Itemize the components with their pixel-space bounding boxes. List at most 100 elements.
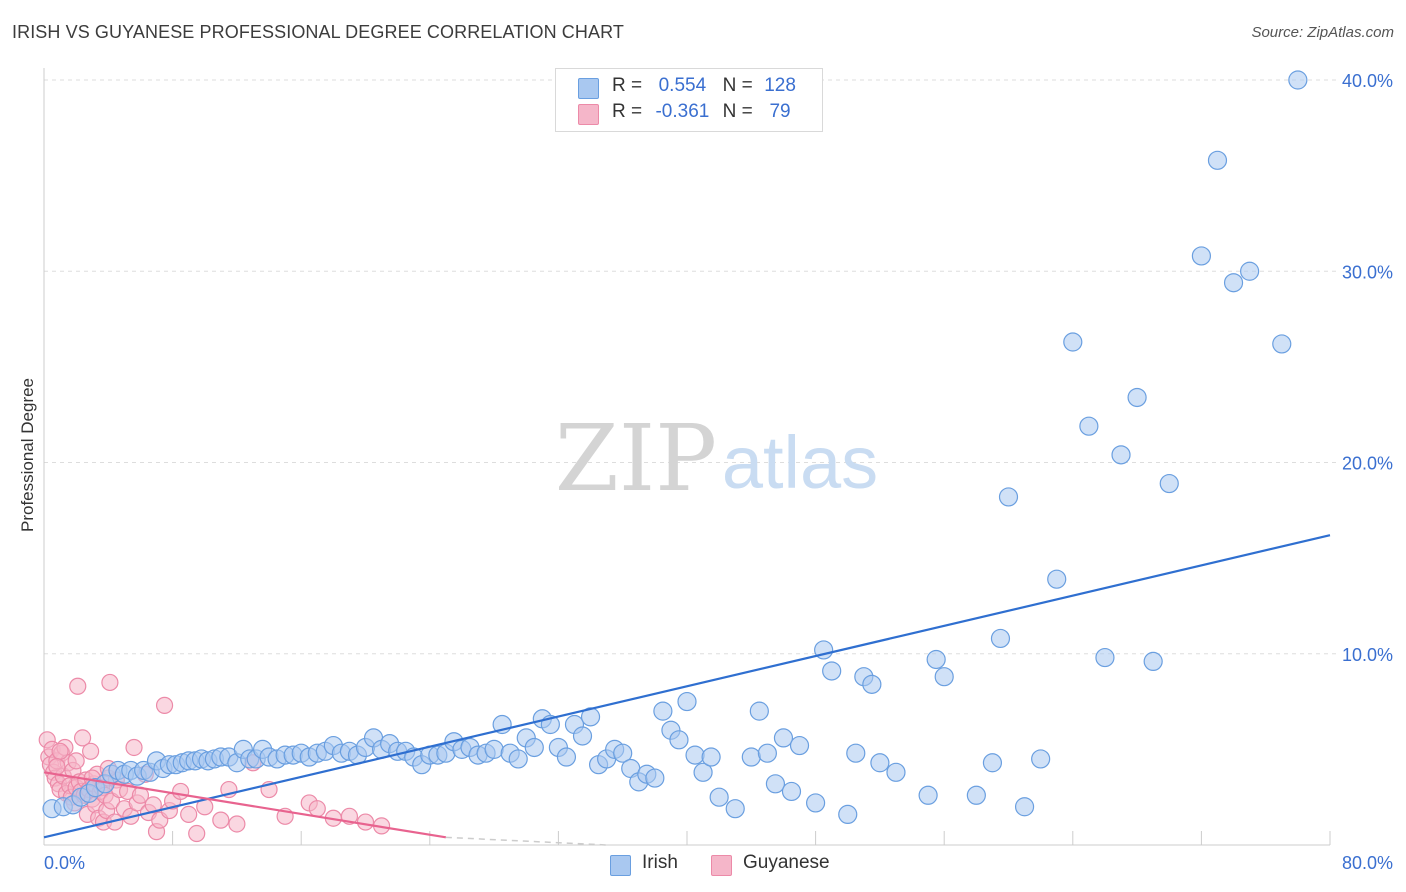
guyanese-point — [356, 813, 375, 831]
irish-point — [886, 762, 906, 782]
irish-point — [1047, 569, 1067, 589]
watermark-atlas: atlas — [722, 421, 878, 504]
irish-point — [998, 487, 1019, 507]
irish-point — [1014, 797, 1035, 817]
chart-title: IRISH VS GUYANESE PROFESSIONAL DEGREE CO… — [12, 22, 624, 42]
irish-point — [725, 799, 745, 819]
guyanese-trend-extension — [445, 836, 607, 846]
guyanese-point — [155, 696, 174, 714]
watermark-zip: ZIP — [555, 405, 717, 512]
irish-swatch — [578, 78, 599, 99]
irish-point — [789, 735, 810, 756]
irish-point — [685, 745, 705, 765]
irish-points — [42, 70, 1308, 825]
irish-point — [1272, 334, 1292, 354]
guyanese-point — [188, 824, 206, 843]
guyanese-point — [308, 800, 326, 818]
legend-r-label: R = — [612, 101, 643, 122]
legend-r-value: 0.554 — [658, 75, 707, 96]
irish-point — [1127, 387, 1147, 408]
series-legend: Irish Guyanese — [0, 852, 1406, 878]
guyanese-point — [228, 815, 246, 833]
grid-lines — [43, 68, 1336, 845]
tick-labels: 10.0% 20.0% 30.0% 40.0% 0.0% 80.0% — [44, 71, 1393, 873]
y-tick-label: 20.0% — [1342, 454, 1393, 474]
guyanese-point — [212, 811, 230, 829]
irish-point — [1240, 261, 1260, 281]
irish-point — [1095, 647, 1115, 668]
irish-point — [822, 661, 842, 681]
trend-lines — [43, 534, 1331, 846]
legend-label-guyanese: Guyanese — [743, 852, 830, 873]
irish-point — [1159, 473, 1179, 494]
irish-point — [741, 747, 761, 767]
irish-point — [1207, 150, 1228, 170]
correlation-legend: R = 0.554 N = 128 R = -0.361 N = 79 — [555, 68, 823, 132]
legend-label-irish: Irish — [642, 852, 678, 873]
guyanese-point — [67, 752, 85, 770]
irish-point — [645, 768, 665, 788]
guyanese-point — [101, 673, 119, 692]
irish-point — [757, 743, 777, 763]
irish-point — [934, 667, 954, 687]
irish-legend-swatch — [610, 855, 631, 876]
irish-point — [1191, 246, 1212, 266]
guyanese-trend-line — [43, 771, 447, 839]
irish-point — [653, 701, 673, 721]
irish-point — [838, 804, 858, 825]
irish-point — [1143, 651, 1163, 672]
guyanese-point — [125, 738, 143, 757]
guyanese-point — [180, 805, 198, 824]
irish-point — [709, 787, 729, 807]
irish-point — [556, 747, 577, 767]
irish-point — [484, 739, 504, 759]
axis-ticks — [43, 831, 1331, 846]
irish-point — [765, 774, 786, 794]
irish-point — [846, 743, 866, 763]
irish-point — [1288, 70, 1308, 90]
guyanese-swatch — [578, 104, 599, 125]
irish-point — [982, 753, 1003, 773]
legend-n-value: 79 — [769, 101, 791, 122]
guyanese-point — [73, 729, 92, 747]
irish-point — [572, 726, 593, 746]
irish-point — [918, 785, 938, 805]
legend-r-value: -0.361 — [655, 101, 710, 122]
irish-point — [1031, 749, 1051, 769]
guyanese-point — [172, 782, 190, 801]
x-tick-label-min: 0.0% — [44, 853, 85, 873]
legend-r-label: R = — [612, 75, 643, 96]
zipatlas-watermark: ZIP atlas — [555, 405, 878, 512]
legend-n-value: 128 — [764, 75, 796, 96]
irish-point — [781, 781, 802, 802]
irish-point — [1223, 273, 1244, 293]
x-tick-label-max: 80.0% — [1342, 853, 1393, 873]
irish-point — [1063, 332, 1083, 352]
irish-point — [926, 649, 946, 670]
irish-trend-line — [43, 534, 1331, 839]
irish-point — [1111, 445, 1131, 465]
irish-point — [693, 762, 713, 782]
guyanese-point — [144, 796, 162, 814]
irish-point — [701, 747, 721, 767]
guyanese-point — [82, 742, 100, 760]
irish-point — [524, 737, 544, 758]
irish-point — [862, 674, 882, 694]
irish-point — [990, 628, 1011, 649]
y-tick-label: 30.0% — [1342, 262, 1393, 282]
irish-point — [1079, 416, 1099, 436]
source-label: Source: ZipAtlas.com — [1251, 24, 1394, 41]
irish-point — [805, 793, 826, 813]
legend-n-label: N = — [722, 75, 753, 96]
guyanese-legend-swatch — [711, 855, 732, 876]
guyanese-point — [48, 757, 66, 776]
irish-point — [613, 743, 633, 763]
irish-point — [870, 753, 890, 773]
guyanese-point — [69, 677, 87, 695]
irish-point — [677, 691, 697, 712]
legend-n-label: N = — [722, 101, 753, 122]
irish-point — [749, 701, 769, 721]
irish-point — [508, 749, 528, 769]
irish-point — [966, 785, 986, 805]
